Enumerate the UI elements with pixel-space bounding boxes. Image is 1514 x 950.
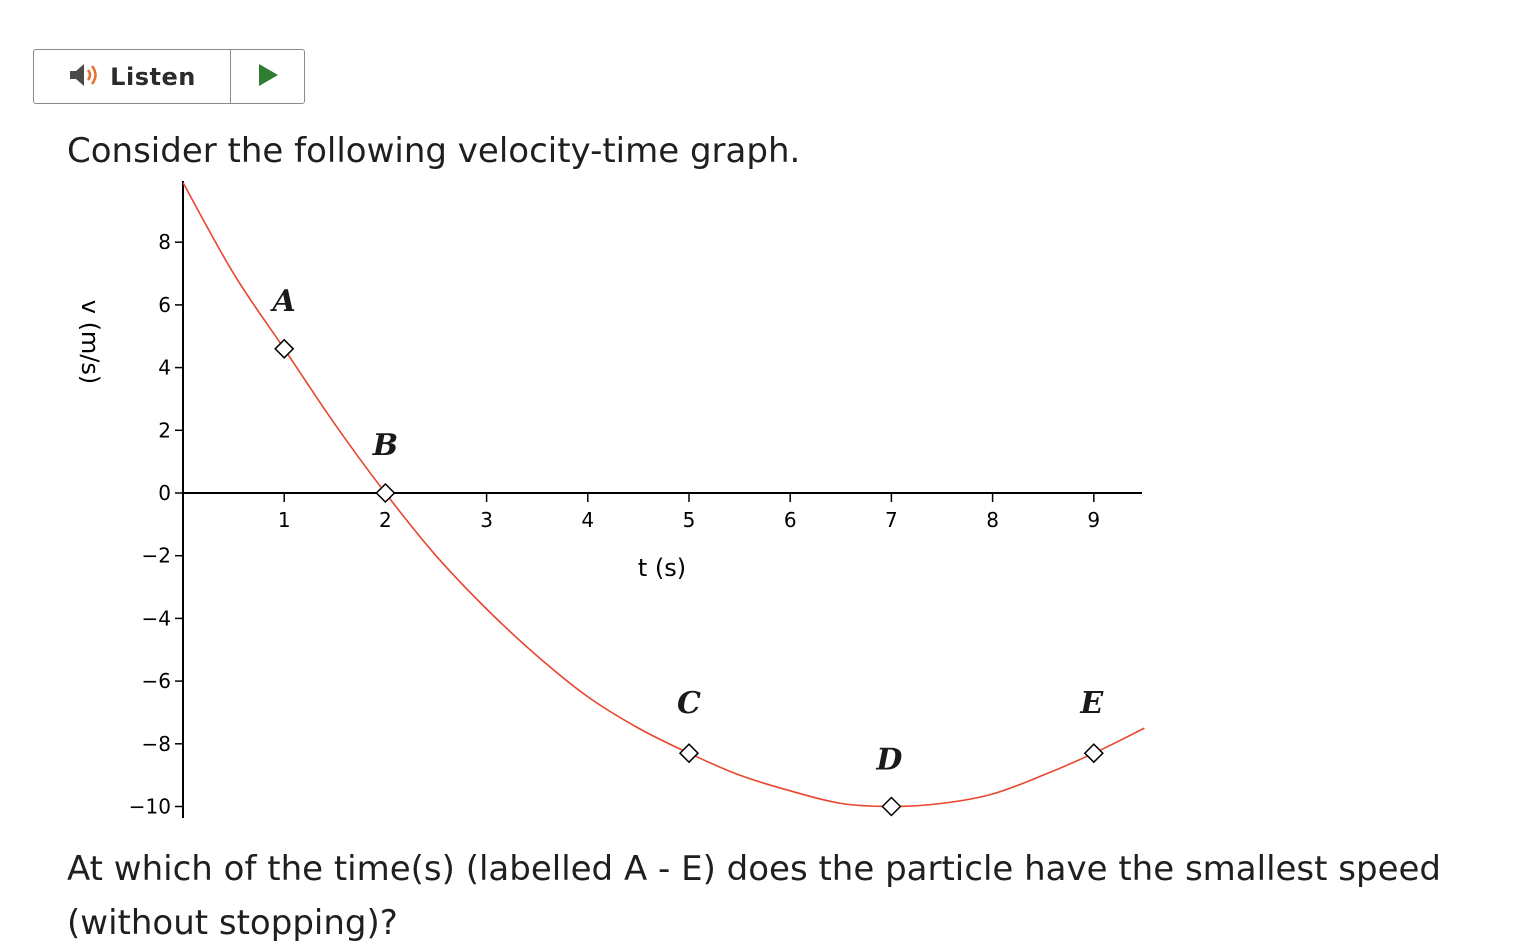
chart-line-layer (182, 182, 1145, 808)
x-tick-label: 9 (1087, 508, 1100, 532)
x-tick-label: 5 (683, 508, 696, 532)
listen-widget: Listen (33, 49, 305, 104)
point-label-c: C (677, 686, 701, 721)
point-label-e: E (1079, 686, 1104, 721)
y-tick-label: −4 (142, 606, 171, 630)
chart-points-layer (274, 338, 1104, 817)
y-tick-label: 2 (158, 418, 171, 442)
question-intro: Consider the following velocity-time gra… (67, 131, 801, 171)
x-tick-label: 7 (885, 508, 898, 532)
point-label-d: D (875, 743, 902, 778)
chart-axes: 8 6 4 2 0 −2 −4 −6 −8 −10 1 2 3 4 5 6 7 8 9 t (s) v (m/s) (76, 181, 1142, 819)
chart-labels-layer: A B C D E (270, 284, 1105, 778)
listen-label: Listen (110, 62, 196, 91)
x-tick-label: 2 (379, 508, 392, 532)
y-axis-title: v (m/s) (76, 300, 104, 385)
x-tick-label: 4 (581, 508, 594, 532)
point-label-a: A (270, 284, 296, 319)
velocity-curve (182, 182, 1145, 808)
point-marker-e (1083, 743, 1104, 764)
point-label-b: B (372, 428, 398, 463)
x-tick-label: 8 (986, 508, 999, 532)
y-tick-label: 8 (158, 230, 171, 254)
x-tick-label: 3 (480, 508, 493, 532)
y-tick-label: −10 (129, 795, 171, 819)
x-tick-label: 1 (278, 508, 291, 532)
listen-button[interactable]: Listen (34, 50, 231, 103)
speaker-icon (68, 61, 102, 93)
play-button[interactable] (231, 50, 304, 103)
x-tick-label: 6 (784, 508, 797, 532)
y-tick-label: 0 (158, 481, 171, 505)
question-text: At which of the time(s) (labelled A - E)… (67, 849, 1441, 943)
x-axis-title: t (s) (638, 554, 686, 582)
y-tick-label: −2 (142, 544, 171, 568)
y-tick-label: −8 (142, 732, 171, 756)
point-marker-b (375, 482, 396, 504)
y-tick-label: 4 (158, 356, 171, 380)
play-icon (256, 62, 280, 92)
y-tick-label: −6 (142, 669, 171, 693)
point-marker-a (274, 338, 295, 359)
point-marker-d (881, 796, 902, 817)
y-tick-label: 6 (158, 293, 171, 317)
point-marker-c (678, 743, 700, 764)
